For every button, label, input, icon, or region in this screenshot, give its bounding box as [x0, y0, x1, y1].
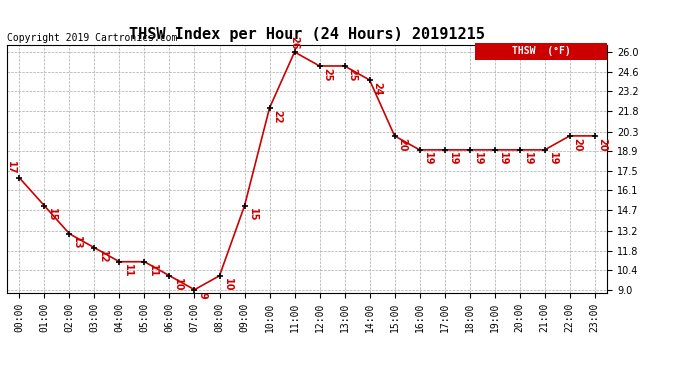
Text: 22: 22 [273, 110, 282, 123]
Text: 19: 19 [548, 152, 558, 165]
Text: 9: 9 [197, 292, 208, 298]
Text: 24: 24 [373, 82, 382, 96]
Text: 15: 15 [248, 208, 257, 221]
Text: 19: 19 [422, 152, 433, 165]
Text: 11: 11 [148, 264, 157, 278]
Text: 10: 10 [172, 278, 182, 291]
Text: 20: 20 [573, 138, 582, 152]
Text: Copyright 2019 Cartronics.com: Copyright 2019 Cartronics.com [7, 33, 177, 42]
Text: 26: 26 [290, 36, 299, 50]
Text: 11: 11 [122, 264, 132, 278]
Text: 15: 15 [48, 208, 57, 221]
Text: 19: 19 [497, 152, 508, 165]
Text: 19: 19 [448, 152, 457, 165]
Text: 10: 10 [222, 278, 233, 291]
Text: 20: 20 [598, 138, 608, 152]
Text: 12: 12 [97, 250, 108, 263]
Text: 13: 13 [72, 236, 82, 249]
Text: 19: 19 [522, 152, 533, 165]
Title: THSW Index per Hour (24 Hours) 20191215: THSW Index per Hour (24 Hours) 20191215 [129, 27, 485, 42]
Text: 25: 25 [322, 68, 333, 82]
Text: 20: 20 [397, 138, 408, 152]
Text: 25: 25 [348, 68, 357, 82]
Text: 17: 17 [6, 161, 16, 174]
Text: 19: 19 [473, 152, 482, 165]
